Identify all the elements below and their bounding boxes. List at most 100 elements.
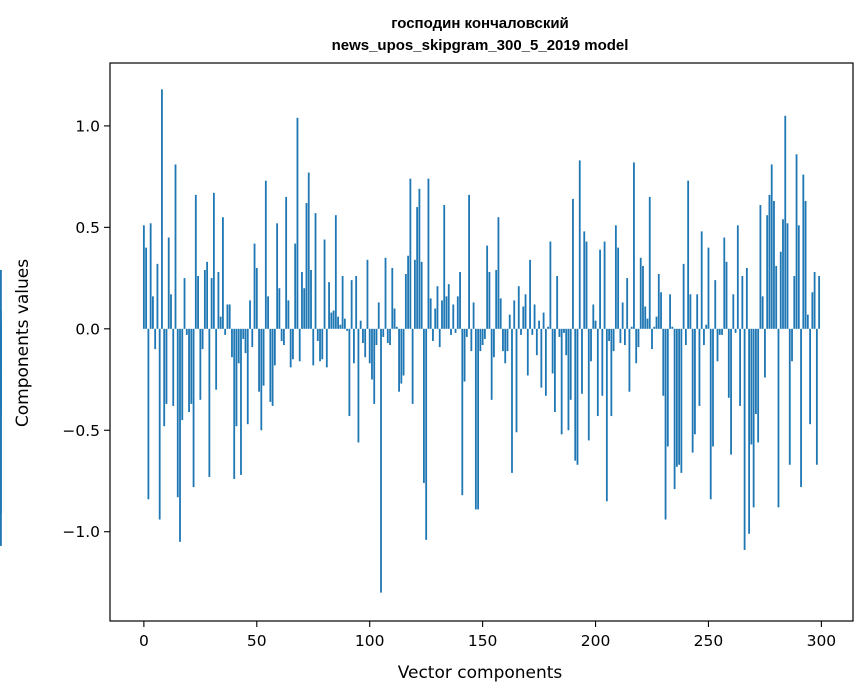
bar-21	[190, 328, 193, 404]
bar-195	[583, 231, 586, 329]
bar-231	[664, 328, 667, 520]
bar-280	[775, 265, 778, 329]
bar-19	[185, 328, 188, 335]
bar-66	[292, 328, 294, 360]
bar-255	[718, 328, 721, 335]
y-tick-label: 0.0	[75, 320, 100, 338]
bar-223	[646, 318, 649, 329]
bar-230	[662, 328, 665, 396]
bar-180	[549, 241, 552, 329]
bar-111	[393, 308, 396, 329]
bar-190	[572, 198, 574, 329]
bar-202	[599, 249, 601, 329]
bar-series	[0, 89, 821, 593]
bar-13	[172, 328, 175, 406]
bar-170	[526, 328, 529, 376]
bar-4	[152, 296, 154, 329]
bar-294	[806, 314, 809, 329]
x-tick-label: 100	[355, 632, 385, 650]
bar-282	[779, 251, 782, 329]
bar-234	[671, 326, 674, 329]
bar-116	[404, 274, 407, 329]
bar-203	[601, 328, 604, 396]
bar-63	[285, 196, 288, 329]
bar-82	[328, 282, 330, 329]
bar-227	[655, 316, 658, 329]
bar-164	[513, 300, 516, 329]
bar-293	[804, 200, 807, 329]
bar-152	[486, 245, 489, 329]
y-tick-label: 0.5	[75, 219, 100, 237]
bar-193	[578, 160, 581, 329]
bar-80	[323, 239, 326, 329]
bar-131	[438, 328, 441, 348]
bar-151	[483, 328, 486, 339]
bar-148	[477, 328, 480, 510]
bar-142	[463, 328, 466, 382]
bar-90	[346, 328, 349, 331]
bar-123	[420, 261, 423, 329]
bar-8	[161, 89, 163, 329]
chart-subtitle: news_upos_skipgram_300_5_2019 model	[332, 37, 629, 54]
bar-264	[739, 328, 741, 406]
bar-122	[418, 188, 421, 329]
bar-132	[441, 300, 443, 329]
bar-268	[748, 328, 751, 534]
bar-222	[644, 306, 647, 329]
bar-177	[542, 312, 545, 329]
bar-26	[201, 328, 204, 350]
bar-87	[339, 324, 342, 329]
bar-5	[154, 328, 157, 350]
bar-103	[375, 328, 378, 346]
bar-286	[788, 328, 791, 465]
bar-174	[535, 328, 538, 356]
bar-38	[228, 304, 231, 329]
bar-254	[716, 328, 719, 362]
bar-157	[497, 217, 500, 329]
bar-65	[289, 328, 292, 368]
bar-226	[653, 326, 656, 329]
bar-266	[743, 328, 746, 550]
bar-36	[224, 328, 227, 335]
bar-112	[395, 326, 398, 329]
bar-210	[617, 247, 620, 329]
bar-110	[391, 267, 394, 329]
bar-265	[741, 276, 744, 329]
bar-295	[809, 328, 811, 425]
bar-104	[377, 302, 380, 329]
bar-200	[594, 320, 597, 329]
x-tick-label: 0	[139, 632, 149, 650]
bar-64	[287, 300, 290, 329]
x-tick-label: 250	[694, 632, 724, 650]
bar-22	[192, 328, 195, 488]
x-tick-label: 300	[807, 632, 837, 650]
bar-233	[669, 294, 671, 329]
bar-216	[630, 326, 633, 329]
bar-106	[382, 328, 385, 337]
bar-146	[472, 302, 475, 329]
bar-125	[425, 328, 428, 540]
bar-207	[610, 328, 613, 417]
bar-239	[682, 263, 685, 329]
bar-68	[296, 117, 299, 329]
bar-115	[402, 328, 405, 376]
bar-56	[269, 328, 272, 402]
bar-182	[553, 328, 556, 412]
bar-96	[359, 320, 362, 329]
bar-298	[815, 328, 818, 465]
bar-270	[752, 328, 755, 508]
bar-43	[240, 328, 242, 475]
bar-0	[142, 225, 145, 329]
bar-141	[461, 328, 464, 496]
bar-54	[264, 180, 267, 329]
bar-278	[770, 164, 773, 329]
bar-212	[621, 302, 624, 329]
bar-72	[305, 203, 308, 329]
bar-143	[465, 328, 468, 337]
bar-273	[759, 205, 762, 329]
bar-53	[262, 328, 265, 386]
bar-244	[694, 328, 696, 435]
bar-310	[0, 328, 2, 415]
bar-188	[567, 328, 570, 431]
x-tick-label: 200	[581, 632, 611, 650]
